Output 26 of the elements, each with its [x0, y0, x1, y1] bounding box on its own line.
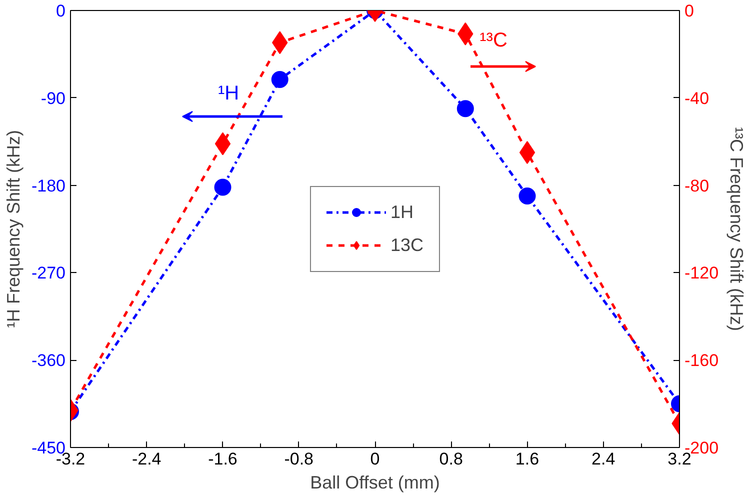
x-tick-label: -1.6: [208, 450, 238, 468]
legend-label: 13C: [390, 234, 424, 256]
y-tick-label: 0: [56, 2, 66, 20]
y-axis-title: ¹H Frequency Shift (kHz): [3, 130, 24, 328]
y-tick-label: -90: [40, 88, 66, 108]
x-tick-label: 2.4: [592, 450, 616, 468]
x-axis-title: Ball Offset (mm): [310, 472, 440, 492]
y-tick-label: -360: [31, 351, 66, 370]
x-tick-label: 1.6: [515, 450, 540, 468]
annotation: ¹³C: [480, 30, 508, 52]
annotation: ¹H: [218, 82, 240, 104]
y2-tick-label: -40: [684, 88, 710, 108]
point: [271, 70, 288, 88]
x-tick-label: -2.4: [132, 450, 162, 468]
x-tick-label: 0.8: [439, 450, 463, 468]
y2-tick-label: -80: [684, 176, 710, 196]
x-tick-label: -0.8: [284, 450, 314, 468]
x-tick-label: 0: [370, 450, 380, 468]
y2-tick-label: -120: [684, 264, 719, 283]
point: [456, 100, 474, 118]
y2-axis-title: ¹³C Frequency Shift (kHz): [726, 126, 747, 332]
y-tick-label: -180: [31, 176, 66, 196]
y2-tick-label: -160: [684, 351, 719, 370]
y-tick-label: -270: [31, 264, 66, 283]
y2-tick-label: 0: [684, 2, 694, 20]
legend-label: 1H: [390, 202, 414, 222]
